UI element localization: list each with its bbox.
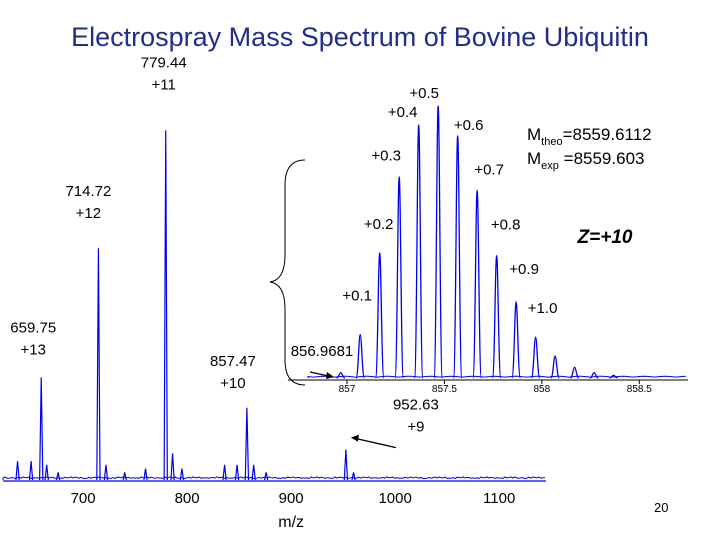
spectrum-peak	[222, 464, 227, 481]
inset-tick-label: 858.5	[627, 384, 652, 395]
spectrum-peak	[179, 468, 185, 481]
isotope-label: +0.8	[491, 217, 521, 234]
peak-label: 659.75 +13	[10, 319, 56, 358]
isotope-peak	[491, 254, 502, 379]
isotope-peak	[394, 176, 405, 379]
slide-title: Electrospray Mass Spectrum of Bovine Ubi…	[71, 22, 649, 52]
isotope-label: +1.0	[528, 300, 558, 317]
inset-tick-label: 858	[534, 384, 551, 395]
isotope-label: +0.1	[342, 287, 372, 304]
isotope-peak	[550, 355, 560, 379]
isotope-label: +0.3	[371, 148, 401, 165]
isotope-peak	[433, 105, 444, 379]
spectrum-peak	[103, 464, 109, 481]
x-tick-label: 800	[175, 490, 200, 507]
spectrum-peak	[15, 460, 20, 481]
isotope-label: +0.2	[364, 216, 394, 233]
mass-theoretical-label: Mtheo=8559.6112	[527, 125, 652, 148]
x-tick-label: 700	[71, 490, 96, 507]
peak-mz-label: 952.63	[393, 397, 439, 414]
annotations	[269, 159, 306, 386]
mono-label: 856.9681	[291, 343, 354, 360]
spectrum-peak	[351, 472, 356, 481]
isotope-peak	[413, 124, 424, 379]
main-peak-labels: 659.75 +13 714.72 +12 779.44 +11 857.47 +10 952.…	[10, 54, 439, 449]
peak-charge-label: +12	[76, 205, 101, 222]
isotope-label: +0.9	[509, 261, 539, 278]
page-number: 20	[654, 500, 669, 515]
inset-isotope-trace	[307, 105, 687, 379]
main-x-axis: 700 800 900 1000 1100 m/z	[3, 480, 546, 531]
spectrum-peak	[55, 472, 61, 481]
isotope-peak	[570, 366, 580, 379]
inset-isotope-labels: +0.1 +0.2 +0.3 +0.4 +0.5 +0.6 +0.7 +0.8 +0.9 +1.0…	[291, 85, 652, 379]
isotope-label: +0.7	[474, 161, 504, 178]
spectrum-peak	[39, 377, 44, 481]
x-tick-label: 1100	[483, 490, 515, 507]
peak-label: 714.72 +12	[65, 183, 111, 222]
peak-label: 779.44 +11	[141, 54, 187, 93]
spectrum-baseline	[2, 476, 545, 480]
isotope-label: +0.6	[454, 117, 484, 134]
isotope-peak	[355, 333, 366, 379]
spectrum-peak	[163, 130, 168, 481]
peak-label: 857.47 +10	[210, 353, 256, 392]
arrow-head-952	[350, 434, 359, 442]
peak-charge-label: +10	[220, 375, 245, 392]
peak-charge-label: +13	[21, 341, 46, 358]
peak-charge-label: +11	[152, 76, 176, 93]
main-spectrum-trace	[2, 130, 545, 481]
peak-mz-label: 659.75	[10, 319, 56, 336]
isotope-peak	[609, 374, 618, 379]
spectrum-peak	[343, 449, 349, 481]
inset-tick-label: 857	[339, 384, 356, 395]
charge-state-label: Z=+10	[577, 227, 633, 248]
arrow-952	[351, 436, 397, 449]
peak-charge-label: +9	[407, 419, 424, 436]
peak-mz-label: 779.44	[141, 54, 187, 71]
x-tick-label: 900	[279, 490, 304, 507]
peak-label: 952.63 +9	[393, 397, 439, 436]
mono-arrow-head	[326, 372, 334, 379]
spectrum-peak	[244, 407, 250, 481]
x-tick-label: 1000	[378, 490, 411, 507]
spectrum-peak	[96, 248, 101, 481]
isotope-label: +0.5	[409, 85, 439, 102]
spectrum-peak	[28, 460, 34, 481]
inset-tick-label: 857.5	[432, 384, 457, 395]
x-axis-label: m/z	[278, 514, 304, 531]
isotope-peak	[511, 301, 521, 379]
peak-mz-label: 714.72	[65, 183, 111, 200]
isotope-label: +0.4	[388, 104, 418, 121]
spectrum-peak	[122, 472, 127, 481]
peak-mz-label: 857.47	[210, 353, 256, 370]
spectrum-peak	[263, 472, 269, 481]
isotope-peak	[472, 189, 482, 379]
isotope-peak	[452, 135, 463, 379]
spectrum-peak	[170, 453, 175, 481]
isotope-peak	[530, 336, 541, 379]
isotope-peak	[589, 371, 599, 379]
isotope-peak	[336, 371, 346, 379]
spectrum-peak	[44, 464, 49, 481]
spectrum-peak	[234, 464, 240, 481]
inset-baseline	[307, 375, 687, 378]
spectrum-peak	[143, 468, 148, 481]
zoom-bracket	[269, 159, 306, 386]
mass-experimental-label: Mexp =8559.603	[527, 149, 644, 172]
inset-x-axis: 857 857.5 858 858.5	[288, 379, 688, 395]
isotope-peak	[374, 252, 385, 379]
spectrum-peak	[251, 464, 256, 481]
